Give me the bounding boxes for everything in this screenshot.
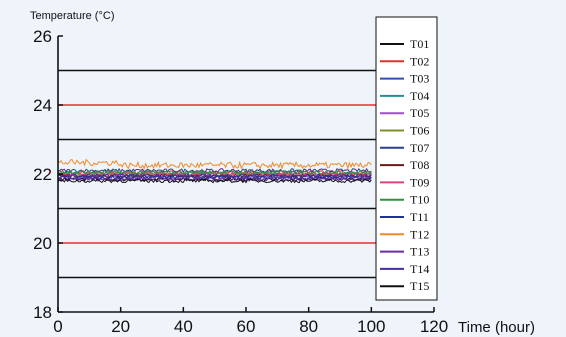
x-tick-label-120: 120 [420,317,448,336]
series-line-t14 [57,173,372,179]
series-line-t12 [57,158,372,171]
x-tick-label-40: 40 [174,317,193,336]
legend-label-t15: T15 [410,279,429,293]
legend-label-t05: T05 [410,106,429,120]
legend-label-t06: T06 [410,124,429,138]
y-tick-label-22: 22 [33,165,52,184]
legend-label-t14: T14 [410,262,429,276]
legend-box [375,16,438,301]
x-tick-label-0: 0 [53,317,62,336]
x-tick-label-100: 100 [357,317,385,336]
legend-label-t07: T07 [410,141,429,155]
legend-label-t08: T08 [410,158,429,172]
legend: T01 T02 T03 T04 T05 T06 T07 T08 T09 T10 T11 T12 T13 T… [375,16,438,301]
legend-label-t11: T11 [410,210,429,224]
series-line-t10 [57,169,372,175]
legend-label-t04: T04 [410,89,429,103]
series-lines [57,158,372,184]
legend-label-t12: T12 [410,227,429,241]
ticks: 18 20 22 24 26 0 20 40 60 80 100 120 [33,27,448,336]
legend-label-t09: T09 [410,175,429,189]
legend-label-t13: T13 [410,245,429,259]
y-tick-label-26: 26 [33,27,52,46]
reference-lines [58,69,376,279]
y-tick-label-24: 24 [33,96,52,115]
y-tick-label-20: 20 [33,234,52,253]
x-tick-label-80: 80 [299,317,318,336]
x-tick-label-20: 20 [111,317,130,336]
legend-label-t03: T03 [410,72,429,86]
x-axis-label: Time (hour) [458,319,535,336]
legend-label-t10: T10 [410,193,429,207]
legend-label-t02: T02 [410,54,429,68]
y-tick-label-18: 18 [33,303,52,322]
legend-label-t01: T01 [410,37,429,51]
series-line-t15 [57,178,372,184]
y-axis-label: Temperature (°C) [30,10,114,22]
x-tick-label-60: 60 [237,317,256,336]
